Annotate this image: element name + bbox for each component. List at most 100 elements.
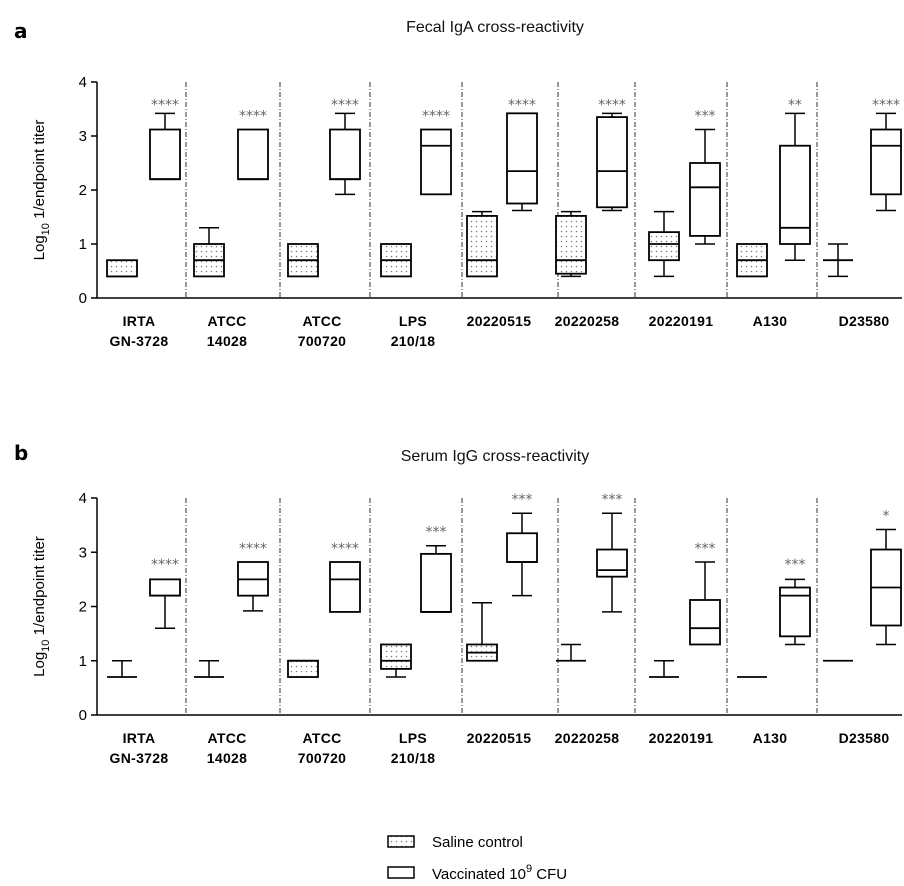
box-vaccinated bbox=[870, 528, 902, 646]
box-vaccinated bbox=[237, 128, 269, 181]
box-saline bbox=[194, 660, 224, 678]
box-saline bbox=[193, 227, 225, 278]
y-tick-label: 2 bbox=[79, 599, 87, 616]
significance-mark: *** bbox=[512, 492, 533, 508]
box-vaccinated bbox=[596, 512, 628, 613]
x-category-label: D23580 bbox=[839, 730, 890, 746]
y-tick-label: 0 bbox=[79, 290, 87, 307]
y-tick-label: 0 bbox=[79, 707, 87, 724]
chart-title: Serum IgG cross-reactivity bbox=[401, 448, 589, 465]
x-category-label: LPS bbox=[399, 730, 427, 746]
significance-mark: ** bbox=[788, 98, 802, 114]
box-iqr bbox=[149, 578, 181, 597]
y-tick-label: 3 bbox=[79, 544, 87, 561]
x-category-label: 14028 bbox=[207, 750, 247, 766]
box-vaccinated bbox=[329, 112, 361, 196]
x-category-label: IRTA bbox=[123, 313, 156, 329]
y-tick-label: 1 bbox=[79, 236, 87, 253]
box-vaccinated bbox=[237, 561, 269, 612]
x-category-label: 20220515 bbox=[467, 313, 532, 329]
x-category-label: 700720 bbox=[298, 750, 347, 766]
chart-title: Fecal IgA cross-reactivity bbox=[406, 19, 584, 36]
significance-mark: **** bbox=[331, 541, 359, 557]
box-saline bbox=[287, 659, 319, 678]
box-vaccinated bbox=[149, 112, 181, 181]
box-iqr bbox=[329, 128, 361, 181]
box-iqr bbox=[466, 215, 498, 278]
box-vaccinated bbox=[689, 128, 721, 245]
box-iqr bbox=[380, 643, 412, 670]
x-category-label: A130 bbox=[753, 730, 788, 746]
box-iqr bbox=[506, 112, 538, 205]
box-iqr bbox=[420, 128, 452, 196]
x-category-label: 20220258 bbox=[555, 730, 620, 746]
box-saline bbox=[736, 243, 768, 278]
box-vaccinated bbox=[779, 578, 811, 646]
box-saline bbox=[649, 660, 679, 678]
box-saline bbox=[107, 660, 137, 678]
panel-b: b Serum IgG cross-reactivity Log10 1/endpo… bbox=[14, 441, 902, 766]
box-iqr bbox=[779, 144, 811, 245]
x-category-label: LPS bbox=[399, 313, 427, 329]
x-category-label: 20220191 bbox=[649, 313, 714, 329]
box-iqr bbox=[420, 552, 452, 613]
box-saline bbox=[823, 243, 853, 278]
box-iqr bbox=[237, 128, 269, 181]
box-iqr bbox=[555, 215, 587, 275]
box-saline bbox=[556, 643, 586, 662]
box-iqr bbox=[287, 659, 319, 678]
box-iqr bbox=[596, 548, 628, 578]
y-tick-label: 4 bbox=[79, 74, 87, 91]
box-saline bbox=[380, 243, 412, 278]
legend-swatch-saline bbox=[387, 835, 415, 848]
box-iqr bbox=[689, 162, 721, 237]
y-axis-label: Log10 1/endpoint titer bbox=[31, 120, 52, 261]
x-category-label: ATCC bbox=[302, 313, 341, 329]
box-vaccinated bbox=[506, 512, 538, 597]
box-saline bbox=[380, 643, 412, 678]
x-category-label: 20220258 bbox=[555, 313, 620, 329]
box-vaccinated bbox=[149, 578, 181, 629]
box-saline bbox=[466, 601, 498, 662]
box-saline bbox=[106, 259, 138, 278]
x-category-label: A130 bbox=[753, 313, 788, 329]
x-category-label: 14028 bbox=[207, 333, 247, 349]
legend-label-vaccinated: Vaccinated 109 CFU bbox=[432, 863, 567, 883]
significance-mark: *** bbox=[695, 541, 716, 557]
significance-mark: *** bbox=[426, 525, 447, 541]
box-vaccinated bbox=[596, 112, 628, 212]
x-category-label: GN-3728 bbox=[110, 333, 169, 349]
box-vaccinated bbox=[420, 128, 452, 196]
significance-mark: **** bbox=[331, 98, 359, 114]
panel-letter: a bbox=[14, 19, 28, 43]
panel-letter: b bbox=[14, 441, 28, 465]
x-category-label: IRTA bbox=[123, 730, 156, 746]
box-vaccinated bbox=[870, 112, 902, 212]
x-category-label: 210/18 bbox=[391, 333, 436, 349]
significance-mark: **** bbox=[239, 108, 267, 124]
y-tick-label: 4 bbox=[79, 490, 87, 507]
y-tick-label: 3 bbox=[79, 128, 87, 145]
box-iqr bbox=[648, 231, 680, 262]
box-saline bbox=[287, 243, 319, 278]
box-vaccinated bbox=[329, 561, 361, 613]
x-category-label: ATCC bbox=[207, 313, 246, 329]
box-vaccinated bbox=[779, 112, 811, 261]
x-category-label: D23580 bbox=[839, 313, 890, 329]
y-axis-label: Log10 1/endpoint titer bbox=[31, 536, 52, 677]
box-vaccinated bbox=[689, 561, 721, 646]
box-iqr bbox=[870, 128, 902, 196]
x-category-label: 20220191 bbox=[649, 730, 714, 746]
x-category-label: 20220515 bbox=[467, 730, 532, 746]
box-iqr bbox=[596, 116, 628, 209]
x-category-label: ATCC bbox=[207, 730, 246, 746]
box-saline bbox=[648, 210, 680, 278]
significance-mark: **** bbox=[598, 98, 626, 114]
significance-mark: **** bbox=[239, 541, 267, 557]
y-tick-label: 1 bbox=[79, 653, 87, 670]
box-iqr bbox=[106, 259, 138, 278]
box-iqr bbox=[149, 128, 181, 181]
y-tick-label: 2 bbox=[79, 182, 87, 199]
x-category-label: 210/18 bbox=[391, 750, 436, 766]
